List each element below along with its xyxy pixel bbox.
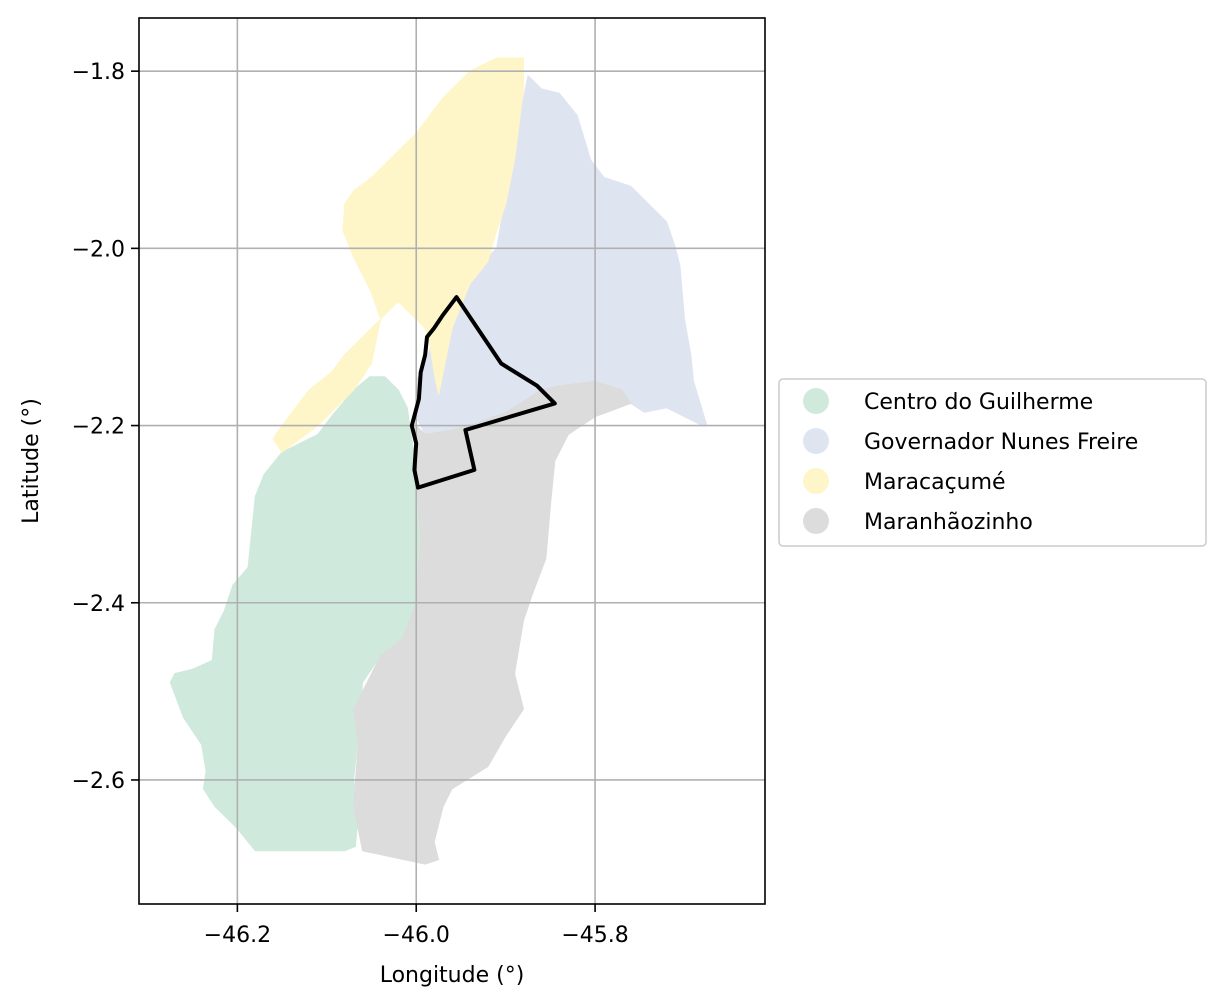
legend-label-centro-do-guilherme: Centro do Guilherme (864, 390, 1093, 415)
highlight-outline-layer (409, 295, 557, 490)
region-maracacume (272, 57, 524, 453)
legend-label-maracacume: Maracaçumé (864, 470, 1006, 495)
legend-frame (778, 378, 1207, 547)
x-tick-label: −46.0 (383, 923, 450, 948)
ticks-layer: −46.2 −46.0 −45.8 −1.8 −2.0 −2.2 −2.4 −2.6 (72, 60, 629, 948)
y-tick-label: −2.2 (72, 415, 125, 440)
y-tick-label: −2.0 (72, 237, 125, 262)
legend-items: Centro do Guilherme Governador Nunes Frei… (803, 388, 1138, 535)
x-axis-label: Longitude (°) (380, 963, 525, 988)
plot-frame (138, 17, 766, 905)
y-axis-label: Latitude (°) (19, 398, 44, 524)
x-tick-label: −46.2 (204, 923, 271, 948)
legend-label-maranhaozinho: Maranhãozinho (864, 510, 1033, 535)
legend: Centro do Guilherme Governador Nunes Frei… (778, 378, 1207, 547)
legend-swatch-centro-do-guilherme (803, 388, 829, 414)
legend-swatch-maranhaozinho (803, 508, 829, 534)
y-tick-label: −2.4 (72, 592, 125, 617)
y-tick-label: −1.8 (72, 60, 125, 85)
legend-swatch-governador-nunes-freire (803, 428, 829, 454)
legend-swatch-maracacume (803, 468, 829, 494)
region-maranhaozinho (353, 380, 632, 865)
highlighted-boundary (409, 295, 557, 490)
legend-label-governador-nunes-freire: Governador Nunes Freire (864, 430, 1138, 455)
x-tick-label: −45.8 (561, 923, 628, 948)
y-tick-label: −2.6 (72, 769, 125, 794)
